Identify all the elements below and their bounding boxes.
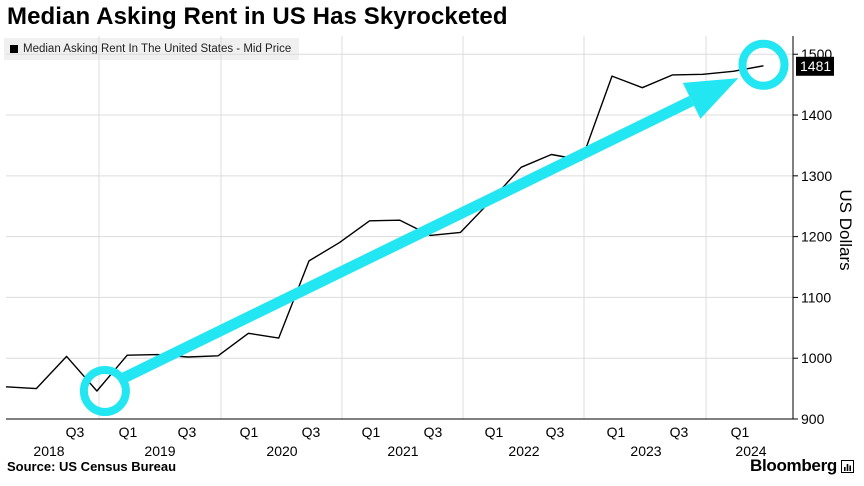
last-value-box [796,56,834,76]
trend-arrow-head [682,78,739,119]
y-tick-label: 1400 [801,107,832,123]
start-highlight-circle [79,366,130,417]
annotations [79,39,789,417]
series-line [5,65,764,392]
x-quarter-label: Q1 [119,424,138,440]
source-note: Source: US Census Bureau [7,459,177,474]
y-tick-label: 900 [801,411,825,427]
brand-logo: Bloomberg [750,456,854,476]
x-year-label: 2019 [144,443,175,459]
x-quarter-label: Q3 [302,424,321,440]
x-quarter-label: Q3 [66,424,85,440]
x-year-label: 2020 [266,443,297,459]
x-year-label: 2022 [508,443,539,459]
last-value-label: 1481 [800,58,831,74]
y-tick-label: 1000 [801,350,832,366]
y-tick-label: 1200 [801,229,832,245]
gridlines [6,36,793,420]
series-lines [5,65,764,392]
y-tick-label: 1100 [801,289,831,305]
x-quarter-label: Q3 [670,424,689,440]
y-axis-title: US Dollars [836,189,855,270]
value-labels: 1481 [796,56,834,76]
x-quarter-label: Q1 [240,424,259,440]
x-quarter-label: Q1 [485,424,504,440]
x-quarter-label: Q3 [178,424,197,440]
chart-title: Median Asking Rent in US Has Skyrocketed [7,3,508,30]
x-year-label: 2024 [735,443,766,459]
x-axis: Q3 Q1 Q3 Q1 Q3 Q1 Q3 Q1 Q3 Q1 Q3 Q1 2018 2019 2020 2021… [6,418,793,459]
trend-arrow-shaft [116,95,695,386]
x-quarter-label: Q1 [362,424,381,440]
x-quarter-label: Q1 [731,424,750,440]
brand-name: Bloomberg [749,456,837,475]
legend-swatch [10,45,18,53]
x-year-label: 2023 [630,443,661,459]
legend-label: Median Asking Rent In The United States … [23,43,292,55]
x-year-label: 2021 [387,443,418,459]
x-quarter-label: Q3 [546,424,565,440]
bar-chart-icon [841,459,854,473]
end-highlight-circle [738,39,789,90]
x-quarter-label: Q1 [607,424,626,440]
x-quarter-label: Q3 [424,424,443,440]
y-tick-label: 1300 [801,168,832,184]
x-year-label: 2018 [33,443,64,459]
